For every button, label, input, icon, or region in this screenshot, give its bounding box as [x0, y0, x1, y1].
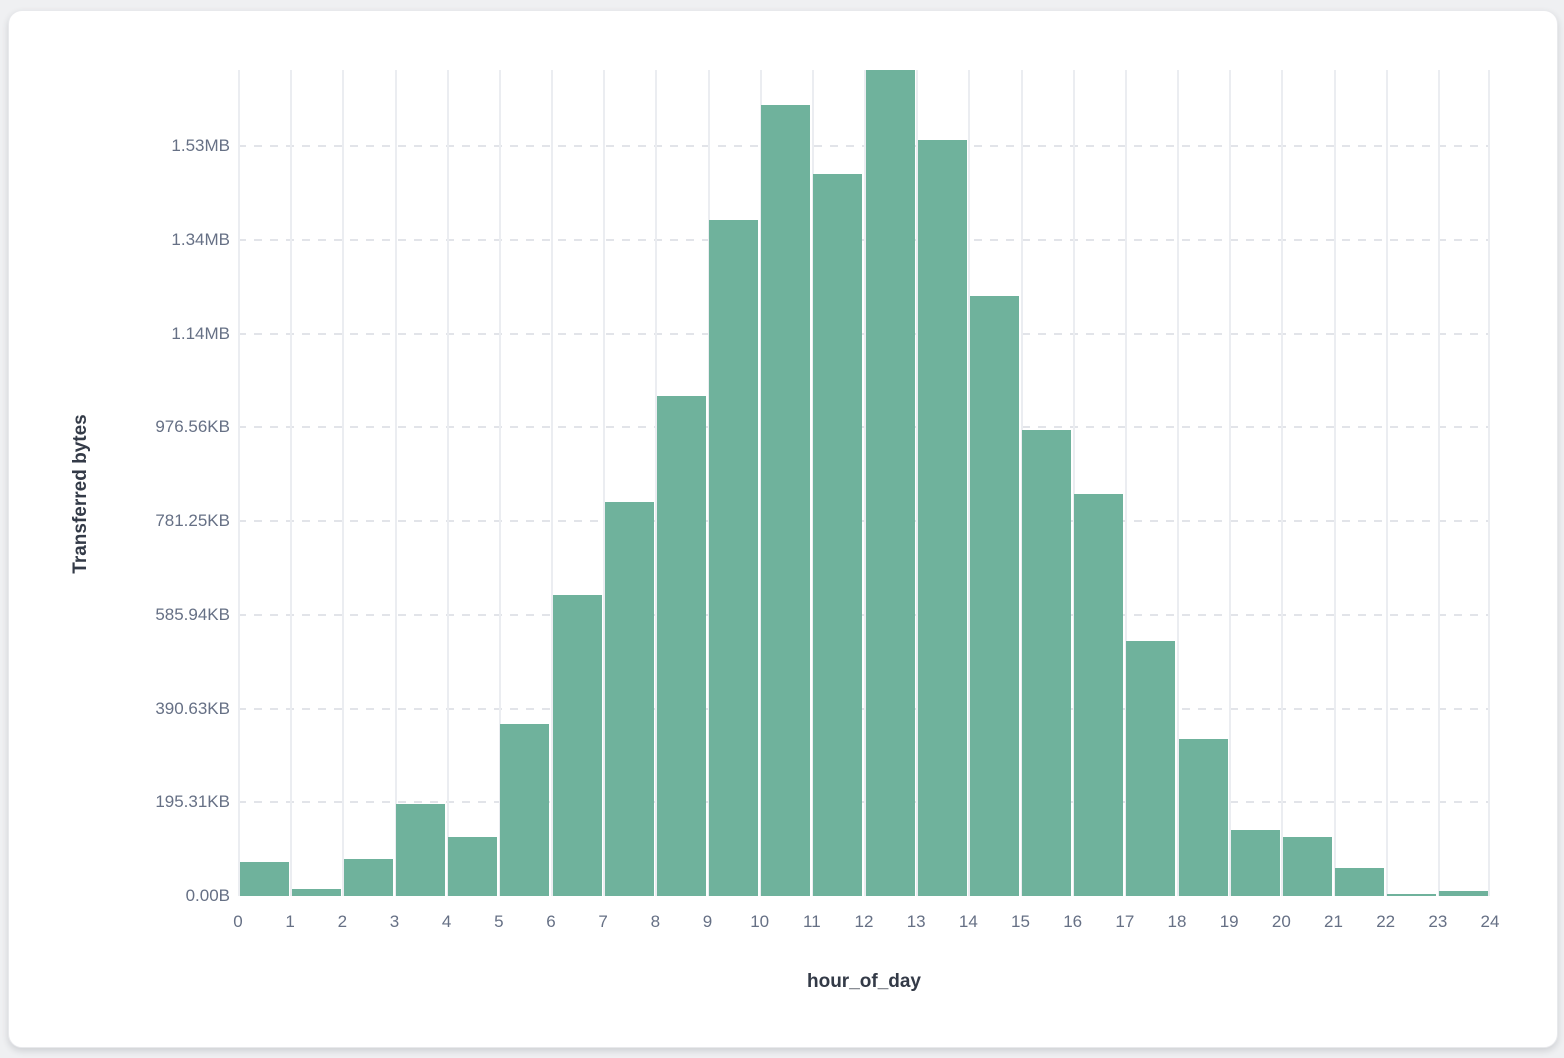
bar-hour-15[interactable]	[1022, 429, 1072, 896]
y-axis-tick-label: 1.53MB	[171, 136, 230, 156]
gridline-vertical	[603, 70, 606, 896]
bar-hour-7[interactable]	[604, 502, 654, 896]
x-axis-tick-label: 24	[1480, 912, 1500, 931]
plot-area	[238, 70, 1490, 896]
bar-hour-2[interactable]	[343, 859, 393, 896]
y-axis-tick-label: 0.00B	[185, 886, 230, 905]
y-axis-tick-label: 1.14MB	[171, 323, 230, 343]
x-axis-tick-label: 17	[1115, 912, 1135, 931]
bar-hour-20[interactable]	[1282, 836, 1332, 896]
x-axis-tick-label: 16	[1063, 912, 1083, 931]
gridline-vertical	[864, 70, 866, 896]
bar-hour-1[interactable]	[291, 888, 341, 896]
x-axis-tick-label: 22	[1376, 912, 1396, 931]
x-axis-tick-label: 6	[546, 912, 556, 931]
x-axis-tick-label: 11	[803, 912, 821, 931]
gridline-vertical	[1333, 70, 1336, 896]
gridline-vertical	[1488, 70, 1490, 896]
bar-hour-18[interactable]	[1178, 739, 1228, 896]
bar-hour-12[interactable]	[865, 70, 915, 896]
bar-hour-0[interactable]	[239, 861, 289, 896]
gridline-vertical	[1177, 70, 1179, 896]
y-axis-tick-label: 781.25KB	[155, 511, 230, 531]
x-axis-tick-label: 23	[1428, 912, 1448, 931]
gridline-vertical	[1124, 70, 1127, 896]
x-axis-tick-label: 21	[1324, 912, 1343, 931]
x-axis-tick-label: 4	[441, 912, 452, 931]
x-axis-tick-label: 2	[337, 912, 348, 931]
x-axis-tick-label: 13	[906, 912, 926, 931]
bar-hour-10[interactable]	[761, 105, 811, 896]
gridline-vertical	[342, 70, 345, 896]
y-axis-tick-label: 195.31KB	[155, 792, 230, 812]
gridline-vertical	[1385, 70, 1388, 896]
gridline-vertical	[1281, 70, 1284, 896]
gridline-vertical	[916, 70, 919, 896]
x-axis-tick-label: 18	[1167, 912, 1187, 931]
gridline-vertical	[968, 70, 971, 896]
x-axis-tick-label: 7	[598, 912, 608, 931]
bar-hour-23[interactable]	[1439, 890, 1489, 896]
y-axis-tick-label: 585.94KB	[155, 604, 230, 624]
gridline-vertical	[1229, 70, 1232, 896]
gridline-vertical	[394, 70, 397, 896]
bar-hour-21[interactable]	[1335, 868, 1385, 896]
bar-hour-11[interactable]	[813, 173, 863, 896]
y-axis-tick-label: 390.63KB	[155, 698, 230, 718]
gridline-vertical	[1072, 70, 1075, 896]
x-axis-title: hour_of_day	[806, 971, 922, 992]
y-axis-tick-label: 976.56KB	[155, 417, 230, 437]
bar-hour-22[interactable]	[1387, 894, 1437, 896]
bar-hour-17[interactable]	[1126, 640, 1176, 896]
x-axis-tick-label: 9	[702, 912, 713, 931]
bar-hour-14[interactable]	[969, 295, 1019, 896]
x-axis-tick-label: 14	[958, 912, 978, 931]
y-axis-title: Transferred bytes	[70, 414, 91, 574]
x-axis-tick-label: 20	[1271, 912, 1291, 931]
gridline-vertical	[655, 70, 658, 896]
x-axis-tick-label: 10	[750, 912, 770, 931]
x-axis-tick-label: 12	[854, 912, 874, 931]
bar-hour-19[interactable]	[1230, 829, 1280, 896]
x-axis-tick-label: 3	[389, 912, 400, 931]
gridline-vertical	[811, 70, 814, 896]
gridline-vertical	[759, 70, 762, 896]
gridline-vertical	[446, 70, 449, 896]
x-axis-tick-label: 0	[233, 912, 243, 931]
bar-hour-4[interactable]	[448, 837, 498, 896]
bar-hour-13[interactable]	[917, 140, 967, 896]
bar-hour-8[interactable]	[656, 395, 706, 896]
gridline-vertical	[498, 70, 501, 896]
gridline-vertical	[1020, 70, 1023, 896]
gridline-vertical	[551, 70, 553, 896]
bar-hour-5[interactable]	[500, 723, 550, 896]
gridline-vertical	[238, 70, 240, 896]
bar-hour-3[interactable]	[396, 804, 446, 896]
bar-hour-9[interactable]	[709, 220, 759, 896]
x-axis-tick-label: 8	[650, 912, 661, 931]
gridline-vertical	[1437, 70, 1440, 896]
bar-hour-6[interactable]	[552, 595, 602, 896]
gridline-vertical	[290, 70, 293, 896]
x-axis-tick-label: 15	[1011, 912, 1030, 931]
gridline-vertical	[707, 70, 710, 896]
x-axis-tick-label: 5	[494, 912, 504, 931]
y-axis-tick-label: 1.34MB	[171, 230, 230, 250]
x-axis-tick-label: 19	[1219, 912, 1239, 931]
x-axis-tick-label: 1	[285, 912, 295, 931]
bar-hour-16[interactable]	[1074, 494, 1124, 896]
